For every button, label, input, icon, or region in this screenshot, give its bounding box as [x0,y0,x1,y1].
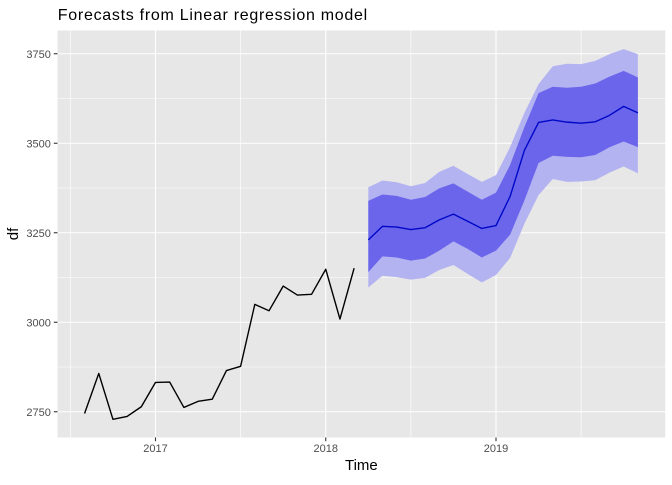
svg-text:3000: 3000 [26,317,50,329]
svg-text:2018: 2018 [314,443,338,455]
svg-text:3750: 3750 [26,49,50,61]
svg-text:Time: Time [345,457,378,474]
svg-text:3500: 3500 [26,138,50,150]
svg-text:2017: 2017 [143,443,167,455]
svg-text:3250: 3250 [26,228,50,240]
svg-text:2019: 2019 [484,443,508,455]
svg-text:df: df [5,227,22,240]
svg-text:2750: 2750 [26,407,50,419]
svg-text:Forecasts from Linear regressi: Forecasts from Linear regression model [58,7,368,24]
